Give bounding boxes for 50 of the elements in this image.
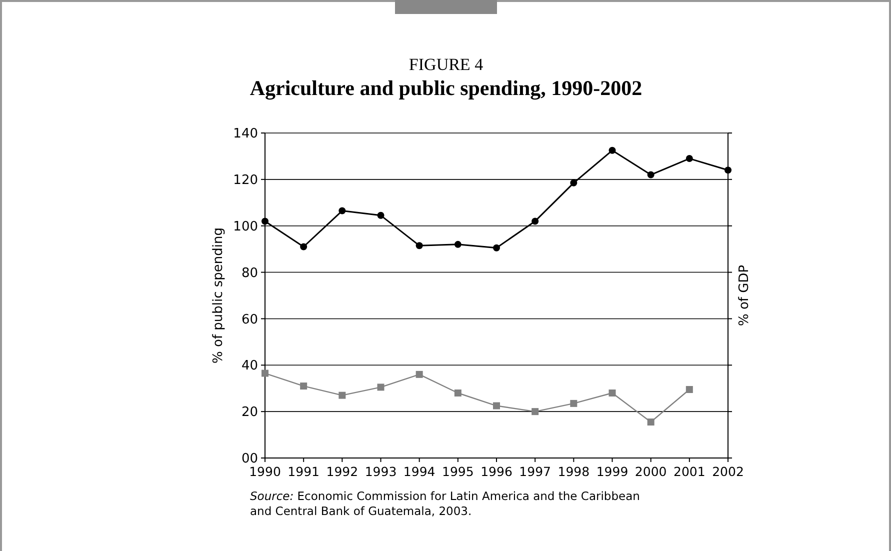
- x-tick-label: 2001: [674, 464, 706, 479]
- y-tick-label: 00: [241, 452, 258, 467]
- y2-axis-title: % of GDP: [737, 264, 752, 326]
- point: [686, 386, 693, 394]
- point: [338, 207, 346, 214]
- point: [532, 218, 539, 225]
- point: [724, 166, 732, 174]
- point: [570, 179, 578, 186]
- x-tick-label: 1997: [519, 464, 551, 479]
- point: [686, 155, 693, 162]
- point: [493, 402, 500, 410]
- x-tick-label: 1995: [442, 464, 474, 479]
- x-tick-label: 1998: [558, 464, 590, 479]
- point: [377, 384, 384, 391]
- point: [647, 171, 654, 178]
- point: [608, 390, 616, 396]
- point: [454, 240, 462, 248]
- y-tick-label: 100: [233, 219, 258, 234]
- y-tick-label: 140: [233, 126, 258, 142]
- x-tick-label: 1991: [288, 464, 320, 479]
- x-tick-label: 1994: [403, 464, 436, 479]
- point: [300, 382, 308, 390]
- point: [262, 370, 268, 377]
- source-note: Source: Economic Commission for Latin America and the Caribbean and Central Bank of Guatemala, 2003.: [250, 489, 640, 518]
- point: [416, 242, 423, 250]
- point: [300, 243, 308, 250]
- point: [338, 392, 346, 399]
- x-tick-label: 1992: [326, 464, 358, 479]
- point: [608, 146, 616, 154]
- y-tick-label: 60: [241, 312, 258, 328]
- point: [416, 370, 423, 378]
- x-tick-label: 2000: [634, 464, 667, 479]
- x-tick-label: 1990: [249, 464, 281, 479]
- x-tick-label: 1996: [480, 464, 512, 479]
- x-tick-label: 1993: [364, 464, 397, 479]
- point: [454, 390, 462, 396]
- y-axis-title: % of public spending: [211, 227, 226, 364]
- y-tick-label: 120: [233, 172, 258, 188]
- x-tick-label: 2002: [712, 464, 744, 479]
- chart-subtitle: Agriculture and public spending, 1990-2002: [250, 76, 642, 100]
- y-tick-label: 40: [241, 358, 258, 374]
- point: [532, 408, 539, 416]
- x-tick-label: 1999: [596, 464, 628, 479]
- point: [377, 212, 384, 219]
- point: [647, 418, 654, 426]
- chart-title: FIGURE 4: [408, 55, 484, 74]
- point: [570, 400, 578, 407]
- y-tick-label: 20: [241, 405, 258, 420]
- y-tick-label: 80: [241, 266, 258, 281]
- point: [493, 244, 500, 252]
